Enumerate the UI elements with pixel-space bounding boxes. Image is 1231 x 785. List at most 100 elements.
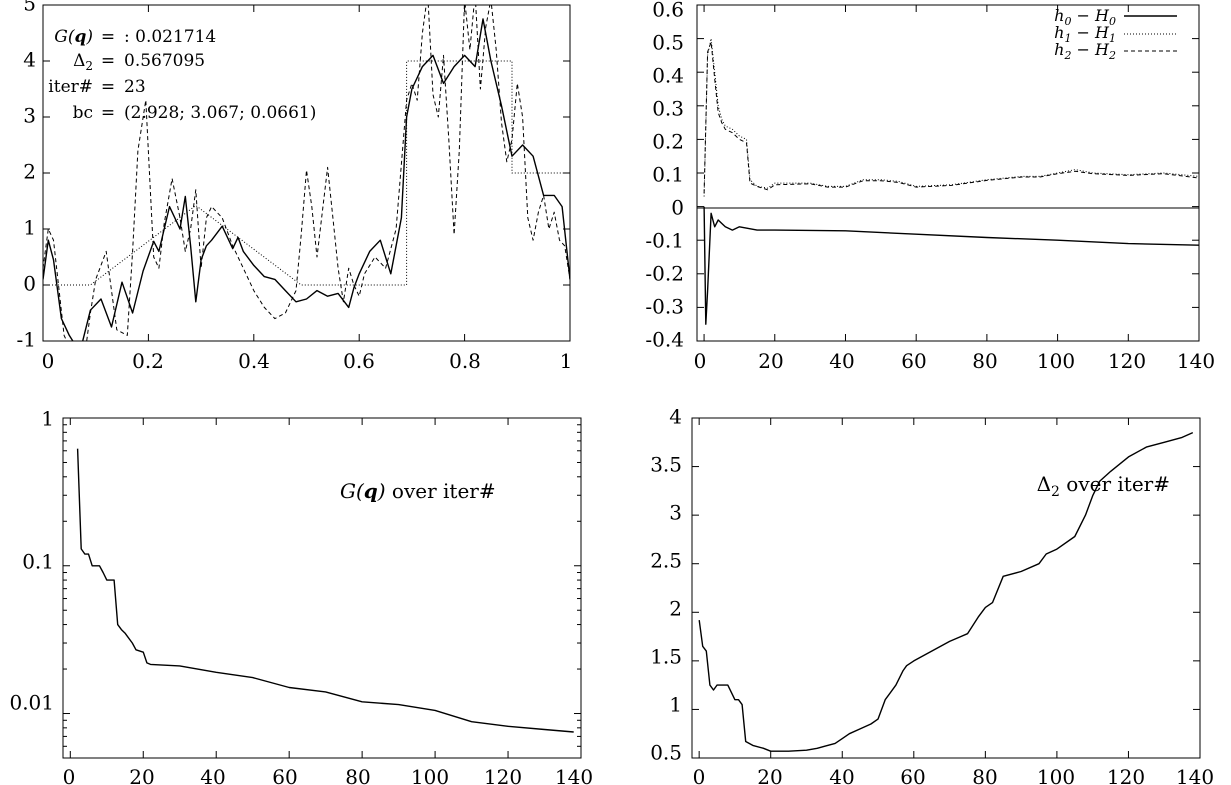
x-tick-label: 60 bbox=[272, 765, 297, 785]
annotation-value: 23 bbox=[124, 77, 146, 97]
annotation-block: G(q) = : 0.021714 Δ2 = 0.567095 iter# = … bbox=[48, 27, 316, 123]
y-tick-label: 2 bbox=[23, 160, 36, 184]
y-tick-labels: 4 3.5 3 2.5 2 1.5 1 0.5 bbox=[650, 405, 682, 765]
series-line-solid bbox=[703, 206, 1199, 325]
x-tick-label: 120 bbox=[484, 765, 522, 785]
y-tick-label: 1 bbox=[669, 693, 682, 717]
x-tick-label: 140 bbox=[1177, 349, 1215, 373]
annotation-value: (2.928; 3.067; 0.0661) bbox=[124, 103, 316, 123]
annotation-label: Δ2 bbox=[73, 51, 93, 73]
panel-annotation: Δ2 over iter# bbox=[1037, 472, 1170, 500]
y-tick-label: 1 bbox=[23, 216, 36, 240]
y-tick-label: 0.1 bbox=[652, 163, 684, 187]
tick-marks bbox=[63, 417, 582, 759]
annotation-value: 0.567095 bbox=[124, 51, 205, 71]
y-tick-label: 4 bbox=[669, 405, 682, 429]
panel-bottom-right: 4 3.5 3 2.5 2 1.5 1 0.5 0 20 40 60 80 10… bbox=[650, 405, 1214, 785]
y-tick-label: 2 bbox=[669, 597, 682, 621]
annotation-value: : 0.021714 bbox=[124, 27, 216, 47]
y-tick-labels: 1 0.1 0.01 bbox=[9, 407, 54, 715]
y-tick-label: 4 bbox=[23, 48, 36, 72]
x-tick-label: 20 bbox=[758, 349, 783, 373]
x-tick-label: 120 bbox=[1107, 765, 1145, 785]
y-tick-label: 0.4 bbox=[652, 64, 684, 88]
y-tick-label: 3 bbox=[669, 501, 682, 525]
x-tick-label: 40 bbox=[829, 765, 854, 785]
panel-bottom-left: 1 0.1 0.01 0 20 40 60 80 100 120 140 G(q… bbox=[9, 407, 593, 785]
y-tick-label: 3.5 bbox=[650, 453, 682, 477]
annotation-label: bc bbox=[73, 103, 93, 123]
series-line-solid bbox=[43, 18, 570, 341]
x-tick-label: 0.8 bbox=[449, 349, 481, 373]
panel-top-left: 5 4 3 2 1 0 -1 0 0.2 0.4 0.6 0.8 1 G(q) … bbox=[17, 0, 573, 373]
x-tick-label: 80 bbox=[972, 349, 997, 373]
legend-label: h1 − H1 bbox=[1054, 23, 1116, 45]
x-tick-labels: 0 20 40 60 80 100 120 140 bbox=[63, 765, 593, 785]
y-tick-label: -0.4 bbox=[645, 328, 684, 352]
x-tick-label: 40 bbox=[200, 765, 225, 785]
x-tick-label: 0.4 bbox=[238, 349, 270, 373]
plot-frame bbox=[62, 417, 582, 759]
y-tick-label: -0.3 bbox=[645, 295, 684, 319]
x-tick-label: 20 bbox=[129, 765, 154, 785]
plot-frame bbox=[691, 417, 1201, 759]
x-tick-label: 100 bbox=[1037, 765, 1075, 785]
series-line-solid bbox=[76, 448, 574, 733]
x-tick-label: 0.6 bbox=[343, 349, 375, 373]
x-tick-labels: 0 20 40 60 80 100 120 140 bbox=[693, 765, 1214, 785]
y-tick-label: 0 bbox=[671, 196, 684, 220]
y-tick-label: 0.6 bbox=[652, 0, 684, 22]
series-line-dashed bbox=[43, 5, 570, 341]
y-tick-label: 2.5 bbox=[650, 549, 682, 573]
y-tick-label: -1 bbox=[17, 328, 36, 352]
panel-annotation: G(q) over iter# bbox=[340, 479, 496, 503]
x-tick-label: 0.2 bbox=[132, 349, 164, 373]
series-line-dotted bbox=[703, 38, 1199, 197]
annotation-label: G(q) bbox=[54, 27, 93, 47]
y-tick-label: 1.5 bbox=[650, 645, 682, 669]
y-tick-label: 0.2 bbox=[652, 130, 684, 154]
x-tick-label: 40 bbox=[829, 349, 854, 373]
x-tick-label: 120 bbox=[1108, 349, 1146, 373]
legend-label: h0 − H0 bbox=[1054, 6, 1116, 28]
annotation-eq: = bbox=[101, 51, 115, 71]
y-tick-labels: 0.6 0.5 0.4 0.3 0.2 0.1 0 -0.1 -0.2 -0.3… bbox=[645, 0, 684, 352]
x-tick-label: 80 bbox=[972, 765, 997, 785]
x-tick-labels: 0 0.2 0.4 0.6 0.8 1 bbox=[42, 349, 573, 373]
annotation-eq: = bbox=[101, 27, 115, 47]
y-tick-label: 0.3 bbox=[652, 97, 684, 121]
y-tick-label: 0.1 bbox=[22, 550, 54, 574]
x-tick-label: 0 bbox=[63, 765, 76, 785]
y-tick-label: 5 bbox=[23, 0, 36, 16]
tick-marks bbox=[697, 4, 1200, 342]
x-tick-label: 140 bbox=[555, 765, 593, 785]
y-tick-label: 1 bbox=[41, 407, 54, 431]
plot-frame bbox=[696, 4, 1200, 342]
x-tick-labels: 0 20 40 60 80 100 120 140 bbox=[694, 349, 1215, 373]
legend-entry: h2 − H2 bbox=[1054, 40, 1177, 62]
y-tick-label: 0.5 bbox=[652, 31, 684, 55]
y-tick-labels: 5 4 3 2 1 0 -1 bbox=[17, 0, 36, 352]
x-tick-label: 20 bbox=[757, 765, 782, 785]
annotation-label: iter# bbox=[48, 77, 93, 97]
x-tick-label: 0 bbox=[694, 349, 707, 373]
y-tick-label: 3 bbox=[23, 104, 36, 128]
x-tick-label: 80 bbox=[345, 765, 370, 785]
x-tick-label: 60 bbox=[900, 765, 925, 785]
y-tick-label: 0.5 bbox=[650, 741, 682, 765]
series-line-dashed bbox=[703, 41, 1199, 194]
tick-marks bbox=[692, 417, 1201, 759]
y-tick-label: -0.1 bbox=[645, 229, 684, 253]
x-tick-label: 1 bbox=[560, 349, 573, 373]
x-tick-label: 60 bbox=[901, 349, 926, 373]
y-tick-label: 0 bbox=[23, 272, 36, 296]
y-tick-label: -0.2 bbox=[645, 262, 684, 286]
legend: h0 − H0 h1 − H1 h2 − H2 bbox=[1054, 6, 1177, 62]
legend-entry: h1 − H1 bbox=[1054, 23, 1177, 45]
x-tick-label: 140 bbox=[1176, 765, 1214, 785]
x-tick-label: 0 bbox=[693, 765, 706, 785]
legend-label: h2 − H2 bbox=[1054, 40, 1116, 62]
annotation-eq: = bbox=[101, 77, 115, 97]
series-line-solid bbox=[698, 431, 1194, 752]
